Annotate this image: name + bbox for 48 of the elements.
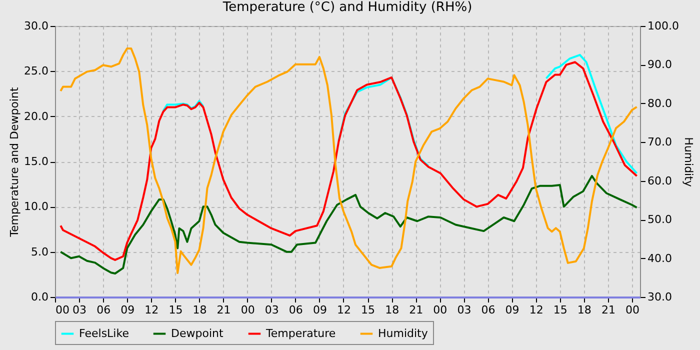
x-tick-label: 12 <box>529 304 544 316</box>
y-tick-label: 25.0 <box>24 64 48 78</box>
y2-tick-label: 30.0 <box>648 290 672 304</box>
y2-tick-label: 40.0 <box>648 252 672 265</box>
x-tick-label: 00 <box>240 304 255 316</box>
x-tick-label: 15 <box>168 304 183 316</box>
x-tick-label: 06 <box>288 304 303 316</box>
x-tick-label: 18 <box>577 304 592 316</box>
legend-label: Temperature <box>265 326 336 340</box>
y2-axis-title: Humidity <box>682 137 695 188</box>
x-tick-label: 15 <box>361 304 376 316</box>
x-tick-label: 15 <box>553 304 568 316</box>
y2-tick-label: 100.0 <box>648 20 679 32</box>
x-tick-label: 18 <box>385 304 400 316</box>
x-tick-label: 06 <box>96 304 111 316</box>
x-tick-label: 00 <box>433 304 448 316</box>
x-tick-label: 09 <box>312 304 327 316</box>
x-tick-label: 21 <box>409 304 424 316</box>
x-tick-label: 03 <box>264 304 279 316</box>
y2-tick-label: 60.0 <box>648 174 672 188</box>
x-tick-label: 21 <box>601 304 616 316</box>
legend-label: Dewpoint <box>171 326 224 340</box>
x-tick-label: 03 <box>72 304 87 316</box>
x-tick-label: 12 <box>144 304 159 316</box>
y-tick-label: 30.0 <box>24 20 48 32</box>
line-series <box>60 174 638 275</box>
y2-tick-label: 80.0 <box>648 96 672 110</box>
y-tick-label: 20.0 <box>24 110 48 123</box>
y2-tick-label: 70.0 <box>648 136 672 149</box>
x-tick-label: 21 <box>216 304 231 316</box>
x-tick-label: 12 <box>336 304 351 316</box>
x-tick-label: 00 <box>56 304 70 316</box>
x-tick-label: 00 <box>625 304 640 316</box>
x-tick-label: 03 <box>457 304 472 316</box>
legend-label: FeelsLike <box>79 326 130 340</box>
y-tick-label: 10.0 <box>24 200 48 214</box>
x-tick-label: 09 <box>505 304 520 316</box>
y-tick-label: 15.0 <box>24 155 48 168</box>
chart-title: Temperature (°C) and Humidity (RH%) <box>222 0 472 15</box>
legend-label: Humidity <box>378 326 428 340</box>
y-tick-label: 0.0 <box>31 290 48 304</box>
x-tick-label: 06 <box>481 304 496 316</box>
y2-tick-label: 90.0 <box>648 58 672 72</box>
x-tick-label: 09 <box>120 304 135 316</box>
x-tick-label: 18 <box>192 304 207 316</box>
y-tick-label: 5.0 <box>31 245 48 258</box>
y-axis-title: Temperature and Dewpoint <box>8 86 22 238</box>
y2-tick-label: 50.0 <box>648 213 672 226</box>
